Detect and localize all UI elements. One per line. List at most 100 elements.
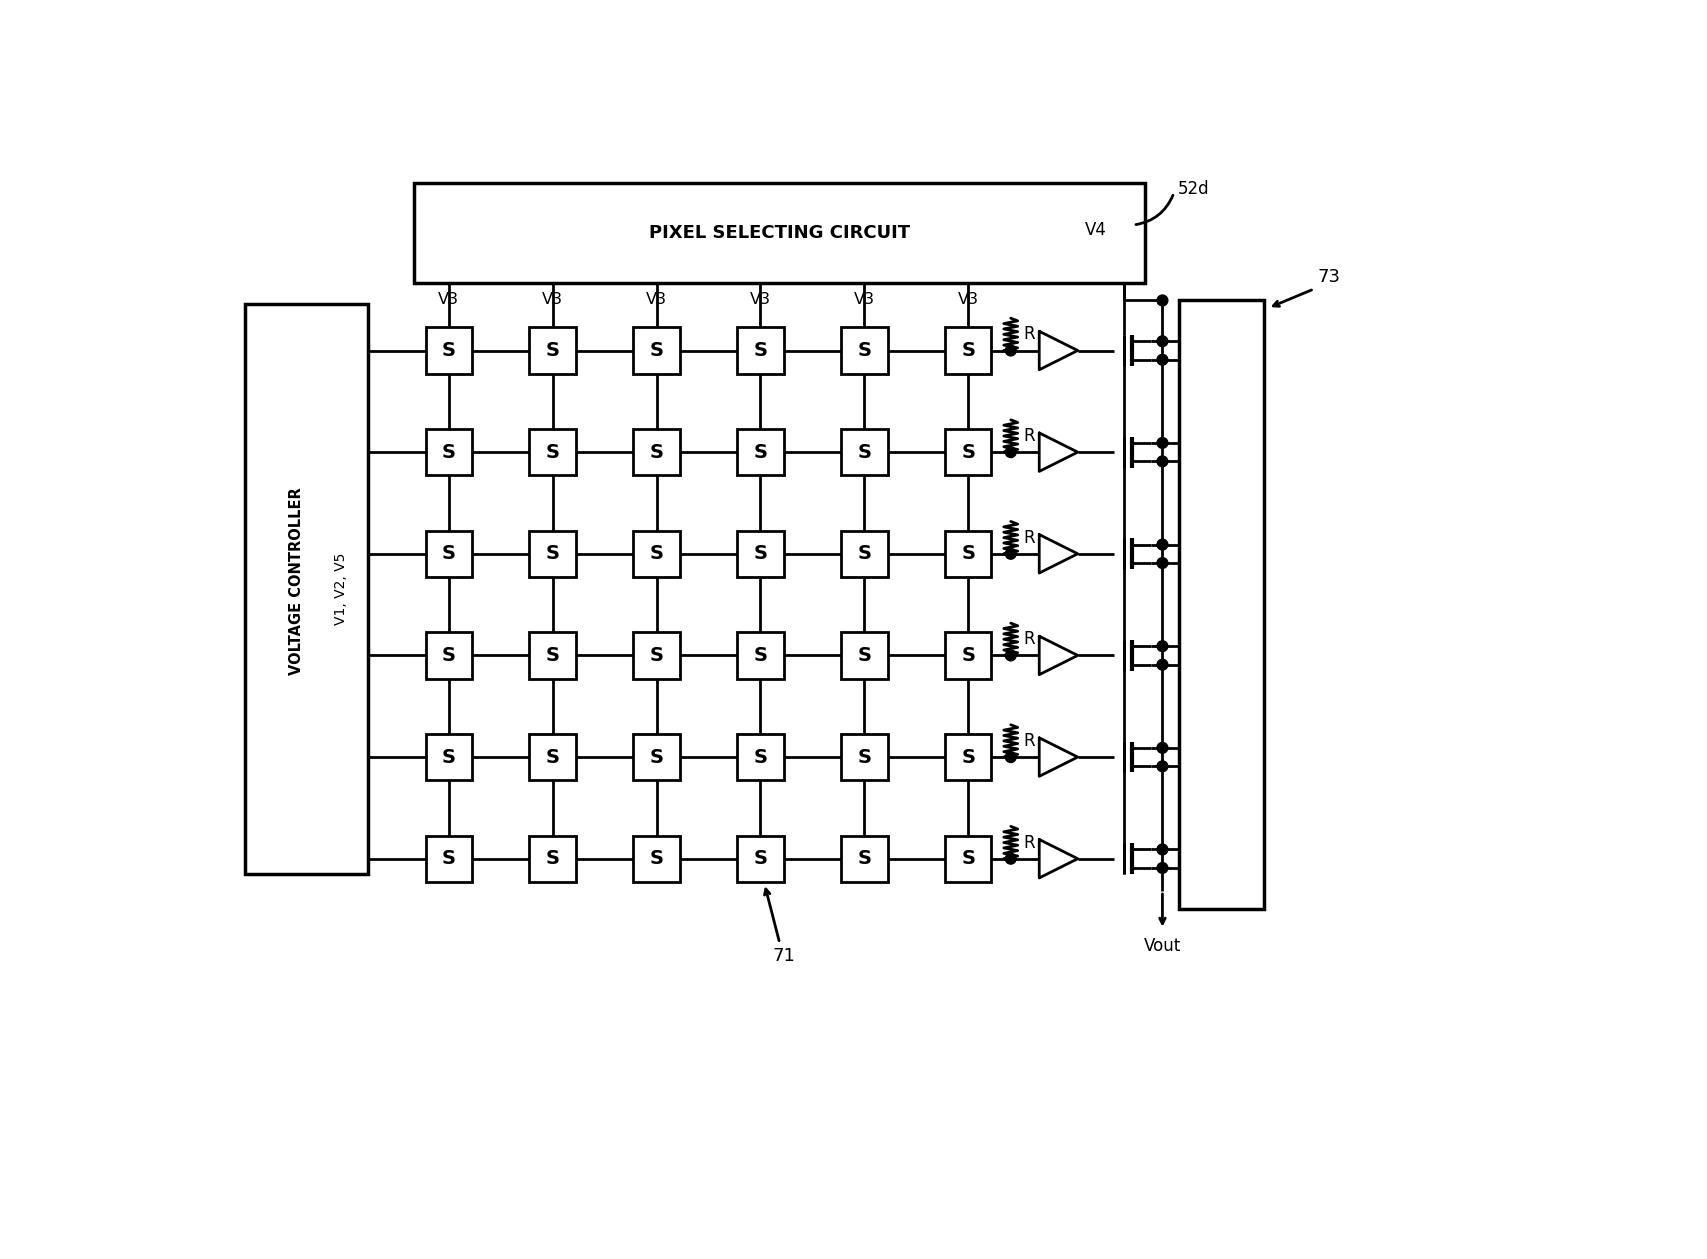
Text: S: S — [650, 443, 664, 462]
Circle shape — [1005, 650, 1016, 661]
Bar — [946, 836, 992, 881]
Bar — [633, 531, 679, 577]
Bar — [842, 836, 888, 881]
Circle shape — [1005, 752, 1016, 763]
Text: S: S — [546, 850, 560, 869]
Circle shape — [1005, 447, 1016, 457]
Bar — [842, 327, 888, 374]
Text: S: S — [546, 646, 560, 665]
Text: V3: V3 — [958, 292, 978, 307]
Text: S: S — [442, 850, 456, 869]
Text: Vout: Vout — [1144, 937, 1181, 956]
Text: S: S — [961, 748, 975, 767]
Text: VOLTAGE CONTROLLER: VOLTAGE CONTROLLER — [288, 487, 304, 675]
Bar — [244, 305, 367, 874]
Bar — [1180, 301, 1265, 909]
Bar — [946, 429, 992, 475]
Circle shape — [1005, 345, 1016, 356]
Bar — [737, 734, 784, 781]
Text: S: S — [857, 646, 872, 665]
Text: S: S — [857, 443, 872, 462]
Text: 71: 71 — [772, 947, 795, 966]
Bar — [633, 836, 679, 881]
Text: V4: V4 — [1086, 220, 1108, 239]
Bar — [737, 632, 784, 679]
Text: S: S — [442, 443, 456, 462]
Bar — [425, 531, 471, 577]
Text: S: S — [753, 341, 768, 360]
Text: R: R — [1024, 631, 1036, 648]
Text: V3: V3 — [749, 292, 772, 307]
Bar — [425, 632, 471, 679]
Text: R: R — [1024, 833, 1036, 851]
Circle shape — [1157, 760, 1168, 772]
Bar — [529, 327, 575, 374]
Bar — [633, 632, 679, 679]
Bar — [946, 632, 992, 679]
Text: S: S — [961, 544, 975, 563]
Text: R: R — [1024, 731, 1036, 750]
Text: PIXEL SELECTING CIRCUIT: PIXEL SELECTING CIRCUIT — [649, 224, 910, 242]
Circle shape — [1157, 558, 1168, 568]
Bar — [842, 734, 888, 781]
Text: S: S — [961, 341, 975, 360]
Bar — [842, 632, 888, 679]
Text: 52d: 52d — [1178, 180, 1210, 198]
Text: S: S — [961, 646, 975, 665]
Text: S: S — [650, 748, 664, 767]
Bar — [737, 531, 784, 577]
Text: S: S — [442, 748, 456, 767]
Circle shape — [1005, 549, 1016, 559]
Circle shape — [1157, 336, 1168, 346]
Bar — [425, 836, 471, 881]
Text: S: S — [857, 748, 872, 767]
Text: V3: V3 — [645, 292, 667, 307]
Bar — [425, 429, 471, 475]
Bar — [529, 836, 575, 881]
Text: S: S — [753, 850, 768, 869]
Text: R: R — [1024, 529, 1036, 546]
Text: R: R — [1024, 325, 1036, 344]
Text: S: S — [857, 341, 872, 360]
Text: S: S — [961, 443, 975, 462]
Text: V3: V3 — [439, 292, 459, 307]
Bar — [529, 429, 575, 475]
Text: S: S — [753, 443, 768, 462]
Text: S: S — [442, 341, 456, 360]
Bar — [529, 632, 575, 679]
Text: S: S — [650, 850, 664, 869]
Circle shape — [1157, 844, 1168, 855]
Bar — [737, 327, 784, 374]
Bar — [633, 429, 679, 475]
Text: S: S — [650, 341, 664, 360]
Text: S: S — [753, 544, 768, 563]
Bar — [529, 734, 575, 781]
Text: S: S — [650, 646, 664, 665]
Circle shape — [1157, 660, 1168, 670]
Bar — [946, 531, 992, 577]
Circle shape — [1005, 854, 1016, 864]
Text: R: R — [1024, 427, 1036, 444]
Bar — [415, 183, 1145, 283]
Bar — [946, 327, 992, 374]
Text: V3: V3 — [543, 292, 563, 307]
Bar — [737, 836, 784, 881]
Text: S: S — [546, 544, 560, 563]
Circle shape — [1157, 438, 1168, 448]
Text: S: S — [546, 443, 560, 462]
Text: 73: 73 — [1318, 268, 1342, 286]
Circle shape — [1157, 641, 1168, 652]
Bar — [737, 429, 784, 475]
Text: S: S — [650, 544, 664, 563]
Text: V1, V2, V5: V1, V2, V5 — [333, 553, 348, 626]
Circle shape — [1157, 456, 1168, 467]
Text: V3: V3 — [854, 292, 876, 307]
Bar — [842, 531, 888, 577]
Circle shape — [1157, 354, 1168, 365]
Circle shape — [1157, 539, 1168, 550]
Text: S: S — [753, 646, 768, 665]
Circle shape — [1157, 862, 1168, 874]
Text: S: S — [753, 748, 768, 767]
Bar — [633, 327, 679, 374]
Circle shape — [1157, 295, 1168, 306]
